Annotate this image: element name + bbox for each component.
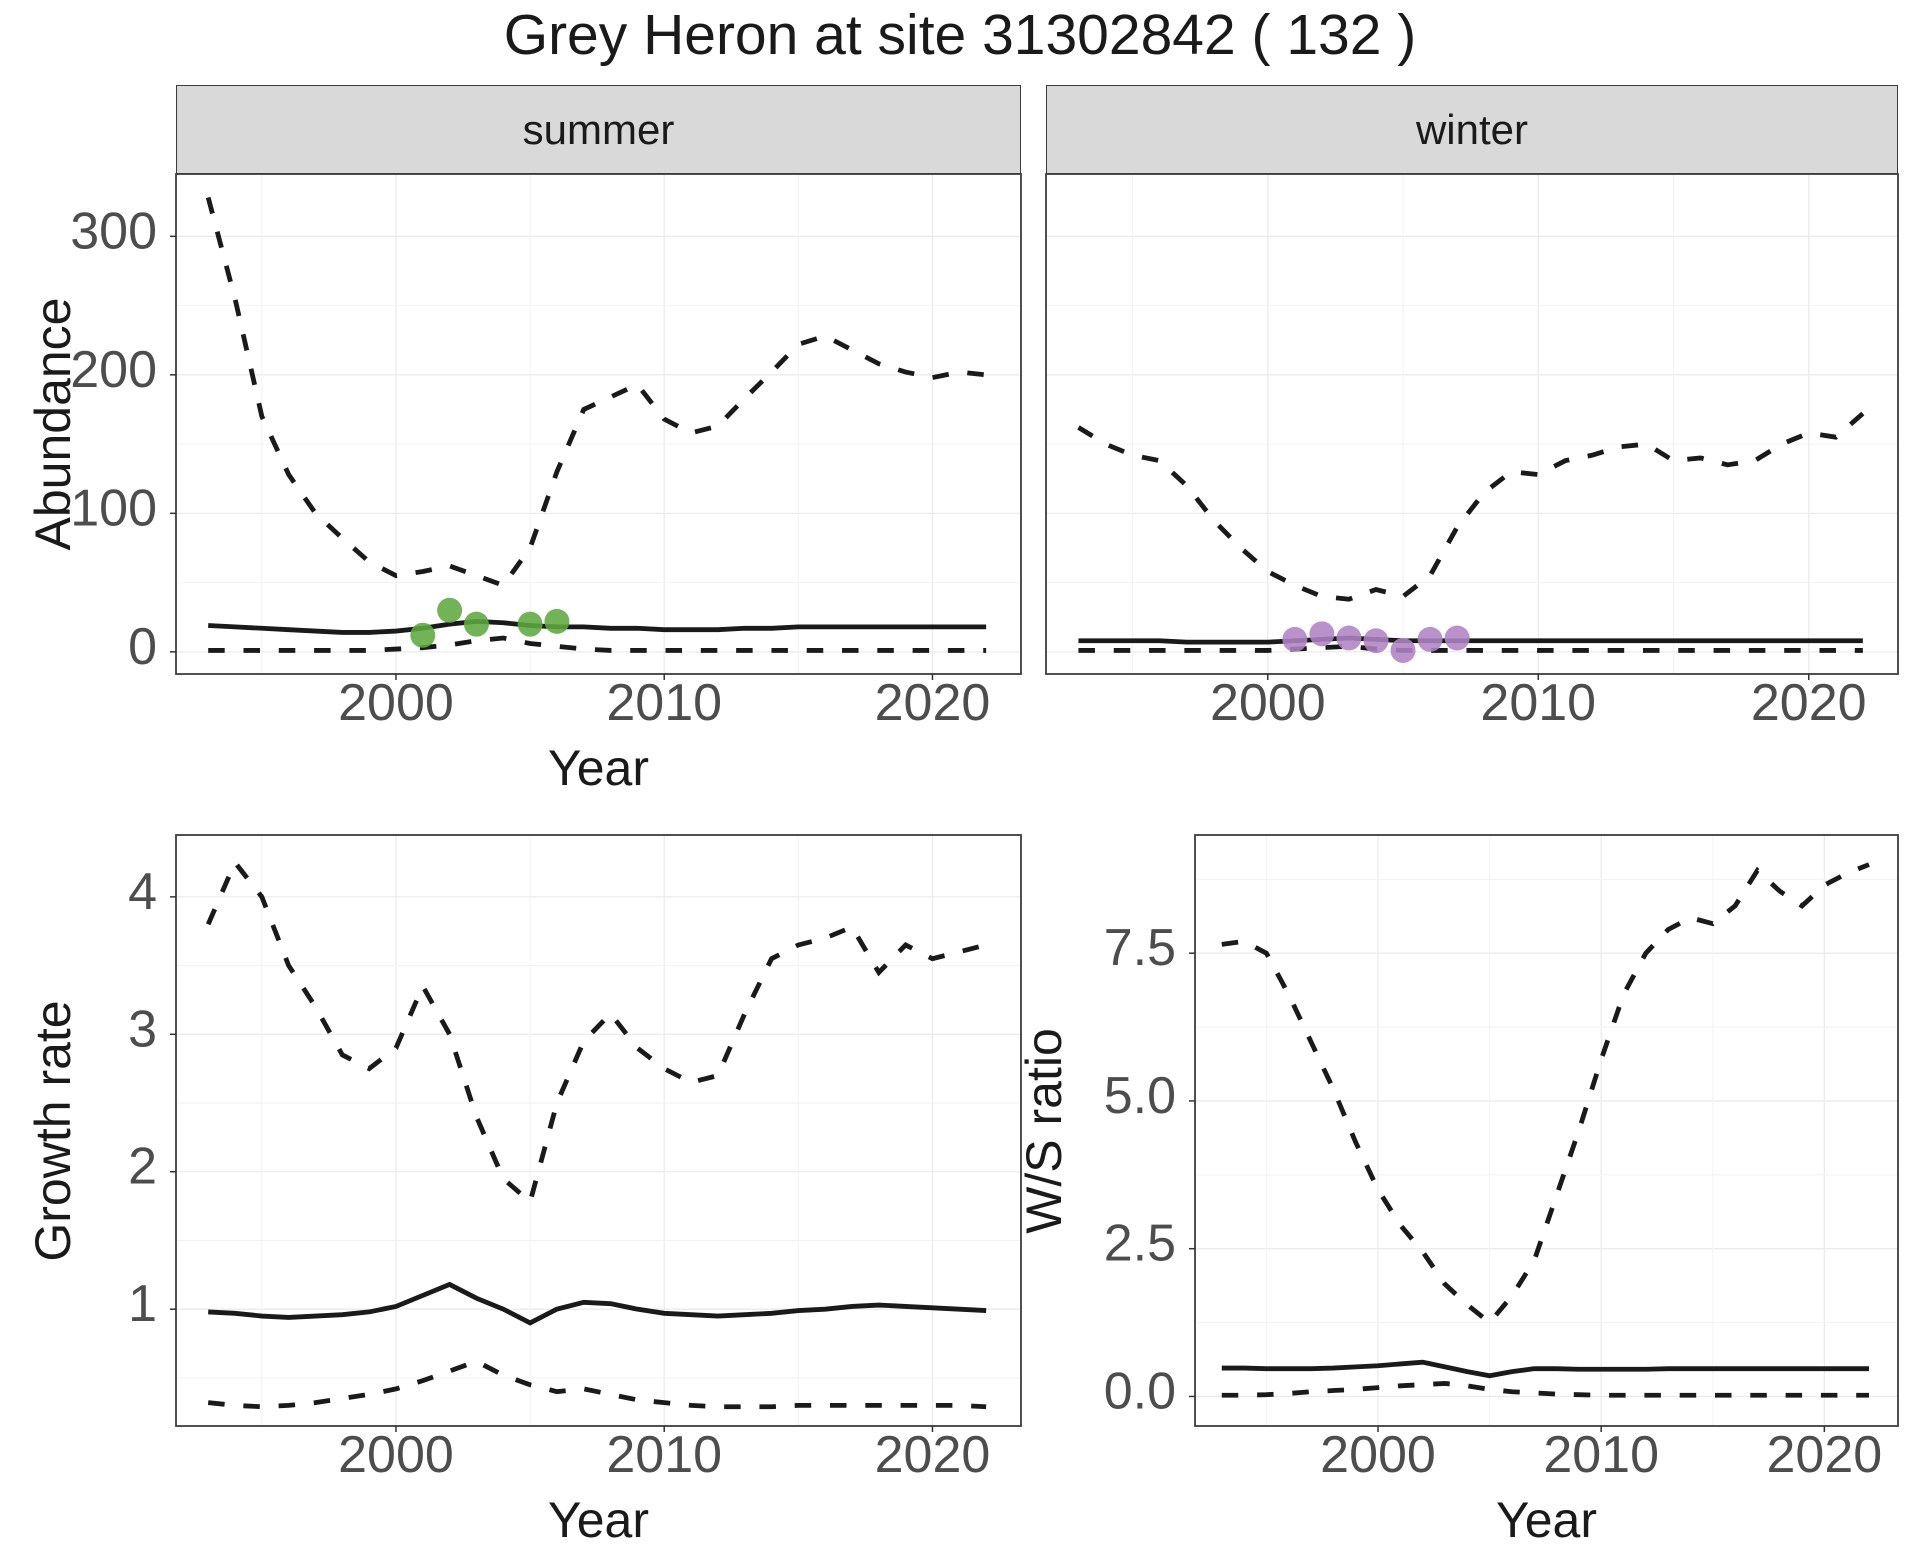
svg-text:2020: 2020 [875, 1426, 991, 1484]
svg-text:2000: 2000 [338, 674, 454, 732]
svg-text:4: 4 [128, 863, 157, 921]
svg-text:2.5: 2.5 [1104, 1215, 1176, 1273]
svg-text:200: 200 [70, 341, 157, 399]
svg-text:2000: 2000 [1320, 1426, 1436, 1484]
svg-text:2010: 2010 [1543, 1426, 1659, 1484]
svg-text:2010: 2010 [606, 1426, 722, 1484]
svg-text:2000: 2000 [1210, 674, 1326, 732]
svg-text:5.0: 5.0 [1104, 1067, 1176, 1125]
svg-text:2010: 2010 [1480, 674, 1596, 732]
svg-text:7.5: 7.5 [1104, 919, 1176, 977]
svg-text:3: 3 [128, 1000, 157, 1058]
svg-text:2000: 2000 [338, 1426, 454, 1484]
svg-text:1: 1 [128, 1275, 157, 1333]
svg-text:2020: 2020 [1767, 1426, 1883, 1484]
svg-text:2010: 2010 [606, 674, 722, 732]
svg-text:2: 2 [128, 1138, 157, 1196]
svg-text:100: 100 [70, 479, 157, 537]
svg-text:0.0: 0.0 [1104, 1362, 1176, 1420]
svg-text:2020: 2020 [1751, 674, 1867, 732]
svg-text:0: 0 [128, 618, 157, 676]
svg-text:300: 300 [70, 202, 157, 260]
svg-text:2020: 2020 [875, 674, 991, 732]
